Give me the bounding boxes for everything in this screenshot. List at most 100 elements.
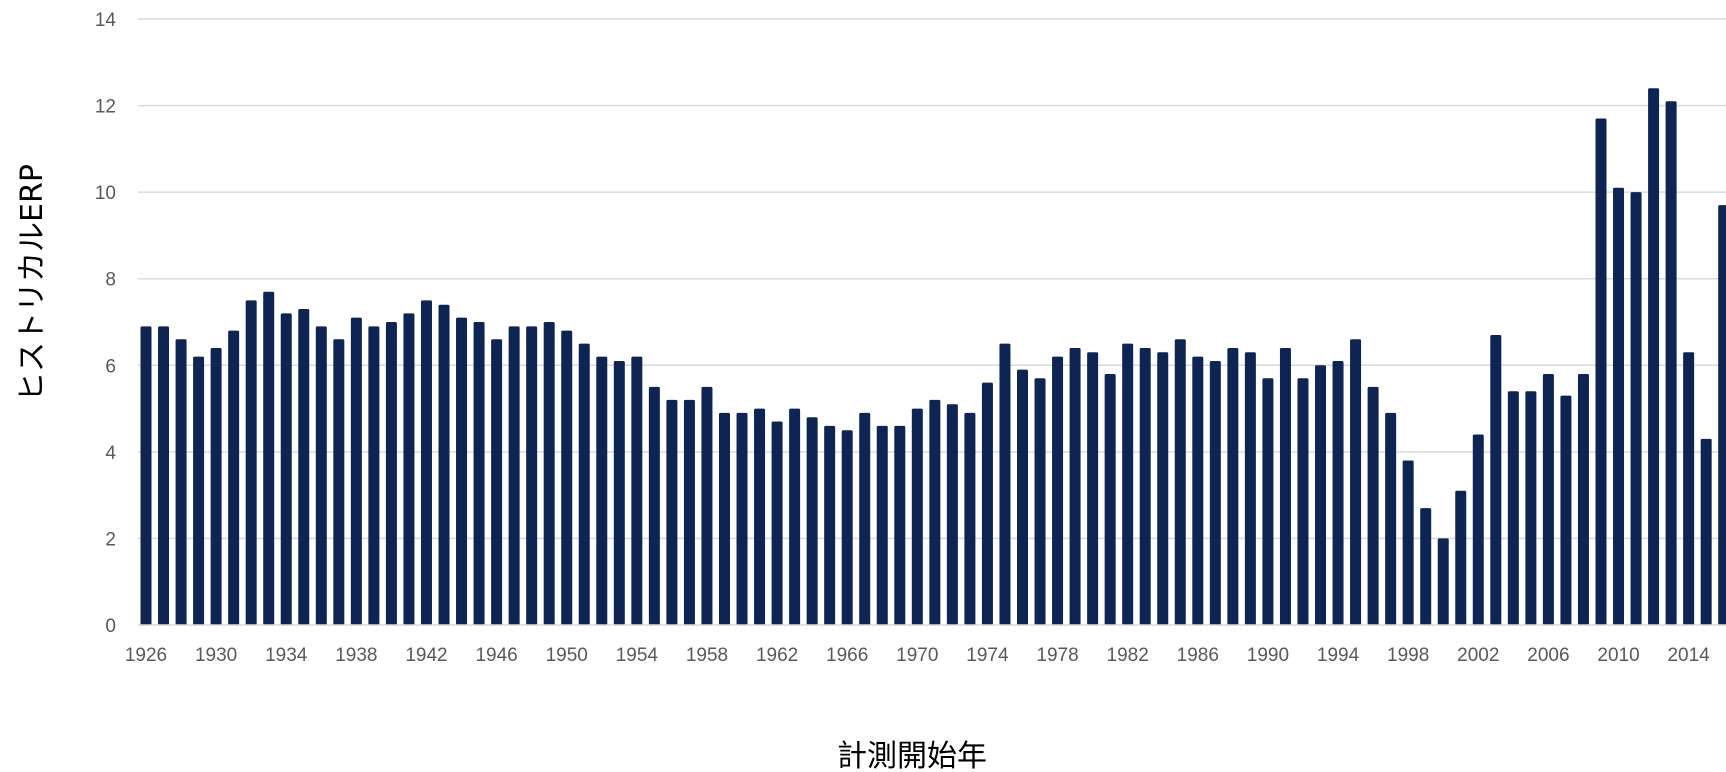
- x-tick-label: 1954: [616, 645, 659, 666]
- bar-1995: [1350, 339, 1362, 625]
- bar-1927: [158, 326, 170, 625]
- bar-1938: [350, 317, 362, 625]
- bar-1958: [701, 386, 713, 625]
- bar-1952: [596, 356, 608, 625]
- bar-2002: [1472, 434, 1484, 625]
- bar-2014: [1683, 352, 1695, 625]
- x-tick-label: 1986: [1177, 645, 1219, 666]
- bar-2016: [1718, 205, 1726, 625]
- bar-1945: [473, 322, 485, 625]
- bar-2006: [1542, 373, 1554, 625]
- gridlines: [138, 18, 1726, 540]
- bar-1965: [824, 425, 836, 625]
- bar-1983: [1139, 347, 1151, 625]
- bar-1984: [1157, 352, 1169, 625]
- bar-1993: [1315, 365, 1327, 625]
- bar-1928: [175, 339, 187, 625]
- x-tick-label: 1998: [1387, 645, 1429, 666]
- bar-1961: [754, 408, 766, 625]
- bar-1954: [631, 356, 643, 625]
- bar-2004: [1507, 391, 1519, 625]
- y-axis-ticks: 0 2 4 6 8 10 12 14: [95, 10, 117, 637]
- bar-1996: [1367, 386, 1379, 625]
- bar-1991: [1279, 347, 1291, 625]
- bar-1971: [929, 399, 941, 625]
- x-tick-label: 2002: [1457, 645, 1499, 666]
- x-tick-label: 1994: [1317, 645, 1360, 666]
- bar-1981: [1104, 373, 1116, 625]
- bar-1940: [385, 322, 397, 625]
- y-tick-label: 8: [105, 270, 116, 291]
- bar-2010: [1613, 187, 1625, 625]
- x-tick-label: 1942: [405, 645, 447, 666]
- y-tick-label: 0: [105, 616, 116, 637]
- y-tick-label: 6: [105, 356, 116, 377]
- bar-1972: [946, 404, 958, 625]
- bar-1962: [771, 421, 783, 625]
- bar-2005: [1525, 391, 1537, 625]
- y-tick-label: 2: [105, 529, 116, 550]
- bar-2008: [1577, 373, 1589, 625]
- bar-1936: [315, 326, 327, 625]
- bar-1957: [683, 399, 695, 625]
- bar-2001: [1455, 490, 1467, 625]
- bar-1974: [981, 382, 993, 625]
- bar-1975: [999, 343, 1011, 625]
- x-tick-label: 1934: [265, 645, 308, 666]
- bar-1960: [736, 412, 748, 625]
- y-axis-title: ヒストリカルERP: [15, 164, 50, 402]
- y-tick-label: 12: [95, 97, 116, 118]
- x-tick-label: 2014: [1667, 645, 1710, 666]
- bar-1982: [1122, 343, 1134, 625]
- bar-1931: [228, 330, 240, 625]
- bar-1939: [368, 326, 380, 625]
- bar-2011: [1630, 192, 1642, 625]
- x-tick-label: 1938: [335, 645, 377, 666]
- bar-1956: [666, 399, 678, 625]
- bar-1970: [911, 408, 923, 625]
- x-tick-label: 1974: [966, 645, 1009, 666]
- bar-2009: [1595, 118, 1607, 625]
- bar-1976: [1017, 369, 1028, 625]
- bar-1959: [718, 412, 730, 625]
- x-tick-label: 1970: [896, 645, 938, 666]
- bar-1999: [1420, 508, 1432, 625]
- bar-1988: [1227, 347, 1239, 625]
- x-tick-label: 1966: [826, 645, 868, 666]
- bar-1969: [894, 425, 906, 625]
- bar-1944: [456, 317, 468, 625]
- bar-2003: [1490, 334, 1502, 625]
- x-tick-label: 1962: [756, 645, 798, 666]
- x-tick-label: 1926: [125, 645, 167, 666]
- x-tick-label: 1982: [1107, 645, 1149, 666]
- bar-1947: [508, 326, 520, 625]
- bar-1994: [1332, 360, 1344, 625]
- bar-1986: [1192, 356, 1204, 625]
- y-tick-label: 4: [105, 443, 116, 464]
- bar-1964: [806, 417, 818, 625]
- bar-1941: [403, 313, 415, 625]
- bar-1951: [578, 343, 590, 625]
- x-tick-label: 1978: [1036, 645, 1078, 666]
- bar-1934: [280, 313, 292, 625]
- bar-1943: [438, 304, 450, 625]
- bar-2012: [1648, 88, 1660, 625]
- bar-1973: [964, 412, 976, 625]
- x-tick-label: 2010: [1597, 645, 1639, 666]
- bar-1953: [613, 360, 625, 625]
- bar-1949: [543, 322, 555, 625]
- bar-2000: [1437, 538, 1449, 625]
- bar-1963: [789, 408, 801, 625]
- bar-1935: [298, 309, 310, 625]
- y-tick-label: 10: [95, 183, 116, 204]
- bars: [140, 88, 1726, 626]
- bar-1989: [1244, 352, 1256, 625]
- x-axis-ticks: 1926 1930 1934 1938 1942 1946 1950 1954 1958 1962…: [125, 645, 1710, 666]
- x-tick-label: 1990: [1247, 645, 1289, 666]
- bar-1937: [333, 339, 345, 625]
- bar-1950: [561, 330, 573, 625]
- bar-1929: [193, 356, 205, 625]
- bar-2013: [1665, 101, 1677, 626]
- bar-1977: [1034, 378, 1046, 625]
- x-tick-label: 1958: [686, 645, 728, 666]
